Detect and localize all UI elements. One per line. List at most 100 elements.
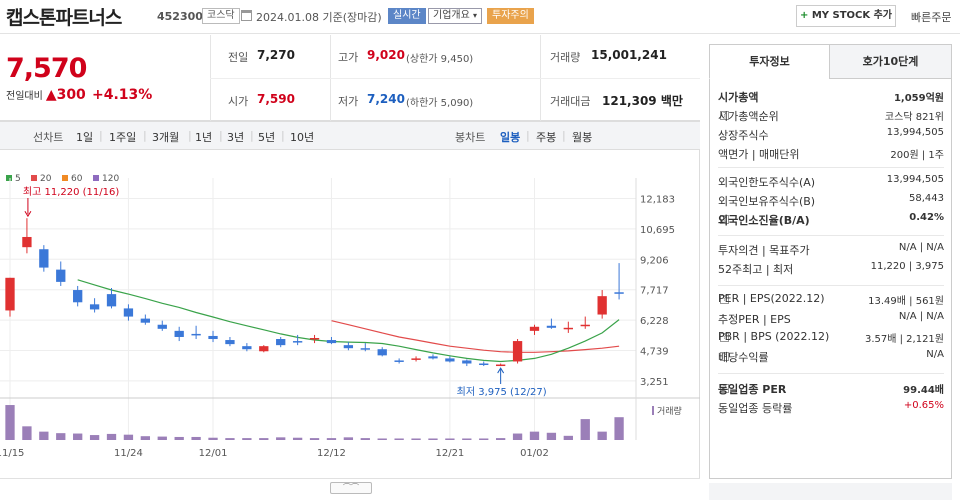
info-row-label: 액면가 | 매매단위 xyxy=(718,148,800,161)
change-label-text: 전일대비 xyxy=(6,91,43,102)
high-value: 9,020 xyxy=(367,48,405,62)
candle-body xyxy=(191,333,201,336)
candle-body xyxy=(39,249,49,268)
candle-body xyxy=(597,296,607,315)
x-tick-label: 12/12 xyxy=(317,448,346,459)
volume-bar xyxy=(292,437,303,440)
stock-header: 캡스톤파트너스 452300 코스닥 2024.01.08 기준(장마감) 실시… xyxy=(0,0,960,34)
help-icon[interactable]: ? xyxy=(720,215,729,224)
current-price: 7,570 xyxy=(6,53,87,84)
prev-close-label: 전일 xyxy=(228,51,249,64)
candle-body xyxy=(529,326,540,331)
y-tick-label: 4,739 xyxy=(640,346,669,357)
volume-bar xyxy=(242,438,252,440)
realtime-button[interactable]: 실시간 xyxy=(388,8,426,24)
tab-orderbook-10[interactable]: 호가10단계 xyxy=(829,44,952,79)
candle-body xyxy=(377,349,387,356)
y-tick-label: 9,206 xyxy=(640,255,669,266)
info-row-label: 외국인소진율(B/A) xyxy=(718,214,810,227)
volume-bar xyxy=(106,433,117,440)
change-label: 전일대비 ▲300 +4.13% xyxy=(6,87,152,103)
separator: | xyxy=(143,129,147,142)
info-row-value: 200원 | 1주 xyxy=(890,150,944,161)
y-tick-label: 6,228 xyxy=(640,316,669,327)
candle-weekly[interactable]: 주봉 xyxy=(536,131,557,144)
market-badge: 코스닥 xyxy=(202,8,240,24)
candle-body xyxy=(343,345,354,349)
volume-bar xyxy=(597,431,607,440)
divider xyxy=(718,235,944,236)
stock-code: 452300 xyxy=(157,10,203,23)
max-annotation: 최고 11,220 (11/16) xyxy=(23,186,119,198)
price-summary: 7,570 전일대비 ▲300 +4.13% 전일 7,270 시가 7,590 … xyxy=(0,35,700,121)
period-5y[interactable]: 5년 xyxy=(258,131,276,144)
period-1d[interactable]: 1일 xyxy=(76,131,94,144)
period-3m[interactable]: 3개월 xyxy=(152,131,180,144)
volume-bar xyxy=(309,438,320,440)
add-mystock-button[interactable]: + MY STOCK 추가 xyxy=(796,5,896,27)
info-row-label: 동일업종 PER xyxy=(718,383,787,396)
info-row-label: 추정PER | EPS xyxy=(718,313,791,326)
divider xyxy=(718,285,944,286)
x-tick-label: 12/21 xyxy=(435,448,464,459)
warning-badge: 투자주의 xyxy=(487,8,534,24)
candle-body xyxy=(411,358,421,360)
legend-label: 60 xyxy=(71,174,83,184)
period-3y[interactable]: 3년 xyxy=(227,131,245,144)
scroll-handle[interactable]: ⌒⌒ xyxy=(330,482,372,494)
line-chart-label[interactable]: 선차트 xyxy=(33,131,64,144)
panel-footer xyxy=(709,483,952,500)
info-row-value: 3.57배 | 2,121원 xyxy=(864,334,944,345)
volume-bar xyxy=(360,438,370,440)
candle-body xyxy=(140,318,151,323)
legend-swatch xyxy=(6,175,12,181)
divider xyxy=(718,167,944,168)
volume-bar xyxy=(140,436,151,440)
help-icon[interactable]: ? xyxy=(720,111,729,120)
help-icon[interactable]: ? xyxy=(720,352,729,361)
period-1w[interactable]: 1주일 xyxy=(109,131,137,144)
candle-body xyxy=(563,327,573,330)
candle-chart-label[interactable]: 봉차트 xyxy=(455,131,486,144)
volume-bar xyxy=(39,431,49,440)
low-label: 저가 xyxy=(338,95,359,108)
candle-monthly[interactable]: 월봉 xyxy=(572,131,593,144)
volume-bar xyxy=(563,435,573,440)
info-row-value: N/A xyxy=(926,349,944,360)
info-row-value: 1,059억원 xyxy=(893,93,944,104)
quick-order-link[interactable]: 빠른주문 xyxy=(911,11,952,24)
candle-body xyxy=(5,277,15,311)
price-chart: 5 20 60 120 12,183 10,695 9,206 7,717 6,228 4,739… xyxy=(0,150,700,500)
tab-investment-info[interactable]: 투자정보 xyxy=(709,44,830,79)
info-row-value: 13,994,505 xyxy=(886,174,944,185)
info-row: 시가총액순위? 코스닥 821위 xyxy=(718,108,944,124)
candle-body xyxy=(225,340,235,345)
volume-legend-swatch xyxy=(652,406,654,415)
help-icon[interactable]: ? xyxy=(720,384,729,393)
info-row: 투자의견 | 목표주가 N/A | N/A xyxy=(718,242,944,258)
help-icon[interactable]: ? xyxy=(720,295,729,304)
volume-bar xyxy=(225,438,235,440)
candle-body xyxy=(309,338,320,340)
info-row-label: 동일업종 등락률 xyxy=(718,402,793,415)
candle-daily[interactable]: 일봉 xyxy=(500,131,521,144)
volume-bar xyxy=(208,437,218,440)
volume-bar xyxy=(428,438,438,440)
divider xyxy=(718,373,944,374)
period-10y[interactable]: 10년 xyxy=(290,131,315,144)
info-row: 배당수익률? N/A xyxy=(718,349,944,365)
high-label: 고가 xyxy=(338,51,359,64)
info-row: PER | EPS(2022.12)? 13.49배 | 561원 xyxy=(718,292,944,308)
volume-bar xyxy=(495,438,506,440)
help-icon[interactable]: ? xyxy=(720,333,729,342)
info-row: 외국인보유주식수(B) 58,443 xyxy=(718,193,944,209)
min-arrow-head xyxy=(497,367,505,374)
lower-limit: (하한가 5,090) xyxy=(406,98,474,109)
candle-body xyxy=(512,341,523,362)
period-1y[interactable]: 1년 xyxy=(195,131,213,144)
volume-bar xyxy=(5,405,15,440)
company-overview-dropdown[interactable]: 기업개요 ▾ xyxy=(428,8,483,24)
volume-bar xyxy=(529,431,540,440)
amount-label: 거래대금 xyxy=(550,95,591,108)
info-row-value: 58,443 xyxy=(909,193,944,204)
